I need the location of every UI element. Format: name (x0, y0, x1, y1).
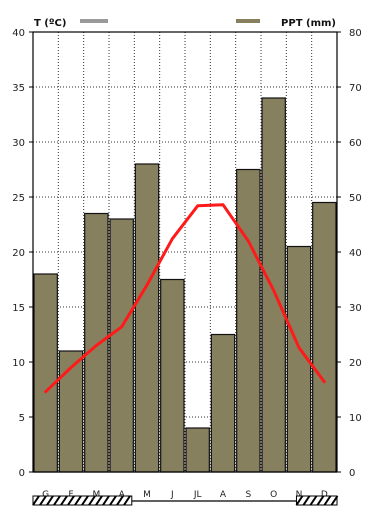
precipitation-bar (134, 163, 160, 473)
hatch-stroke (32, 495, 40, 506)
right-tick-label: 70 (349, 83, 362, 94)
hatch-stroke (60, 495, 68, 506)
legend-precipitation-swatch (236, 19, 260, 23)
temperature-series-line (44, 203, 326, 394)
hatch-stroke (39, 495, 47, 506)
legend: T (ºC) PPT (mm) (34, 18, 336, 29)
grid-lines (33, 32, 337, 472)
hatch-stroke (74, 495, 82, 506)
legend-temperature-swatch (80, 19, 108, 23)
left-tick-label: 35 (12, 83, 25, 94)
right-tick-label: 50 (349, 193, 362, 204)
month-labels: G F M A M J JL A S O N D (42, 490, 328, 500)
right-tick-label: 30 (349, 303, 362, 314)
left-tick-label: 30 (12, 138, 25, 149)
month-label: N (296, 490, 303, 500)
month-label: G (42, 490, 49, 500)
precipitation-bar (210, 333, 236, 473)
hatch-stroke (109, 495, 117, 506)
precipitation-bar (185, 427, 210, 473)
hatch-stroke (88, 495, 96, 506)
temperature-line (44, 203, 326, 394)
legend-precipitation-label: PPT (mm) (281, 18, 336, 29)
hatch-stroke (323, 495, 332, 506)
right-tick-label: 0 (349, 468, 355, 479)
month-label: M (143, 490, 151, 500)
right-tick-label: 80 (349, 28, 362, 39)
left-tick-label: 15 (12, 303, 25, 314)
legend-temperature-label: T (ºC) (34, 18, 66, 29)
left-tick-label: 20 (12, 248, 25, 259)
month-label: M (92, 490, 100, 500)
hatch-stroke (330, 495, 339, 506)
season-hatch-bar (32, 495, 339, 506)
hatch-stroke (123, 495, 131, 506)
left-tick-label: 40 (12, 28, 25, 39)
hatch-stroke (102, 495, 110, 506)
precipitation-bar (312, 201, 337, 473)
hatch-stroke (81, 495, 89, 506)
hatch-stroke (53, 495, 61, 506)
left-tick-label: 25 (12, 193, 25, 204)
precipitation-bar (109, 218, 134, 473)
right-axis-ticks: 0 10 20 30 40 50 60 70 80 (337, 28, 362, 479)
right-tick-label: 60 (349, 138, 362, 149)
hatch-stroke (116, 495, 124, 506)
right-tick-label: 20 (349, 358, 362, 369)
precipitation-bar (84, 212, 109, 473)
hatch-stroke (316, 495, 325, 506)
month-label: A (220, 490, 227, 500)
month-label: A (119, 490, 126, 500)
month-label: F (68, 490, 73, 500)
hatch-stroke (46, 495, 54, 506)
month-label: O (270, 490, 277, 500)
hatch-stroke (295, 495, 304, 506)
left-axis-ticks: 0 5 10 15 20 25 30 35 40 (12, 28, 33, 479)
hatch-block (295, 495, 338, 506)
left-tick-label: 5 (19, 413, 25, 424)
left-tick-label: 10 (12, 358, 25, 369)
hatch-stroke (67, 495, 75, 506)
precipitation-bar (160, 278, 185, 473)
month-label: D (321, 490, 328, 500)
hatch-stroke (309, 495, 318, 506)
month-label: J (170, 490, 174, 500)
hatch-stroke (95, 495, 103, 506)
precipitation-bar (261, 97, 286, 473)
precipitation-bar (33, 273, 58, 473)
left-tick-label: 0 (19, 468, 25, 479)
right-tick-label: 10 (349, 413, 362, 424)
right-tick-label: 40 (349, 248, 362, 259)
month-label: JL (193, 490, 202, 500)
precipitation-bar (236, 168, 261, 473)
hatch-stroke (302, 495, 311, 506)
month-label: S (245, 490, 251, 500)
